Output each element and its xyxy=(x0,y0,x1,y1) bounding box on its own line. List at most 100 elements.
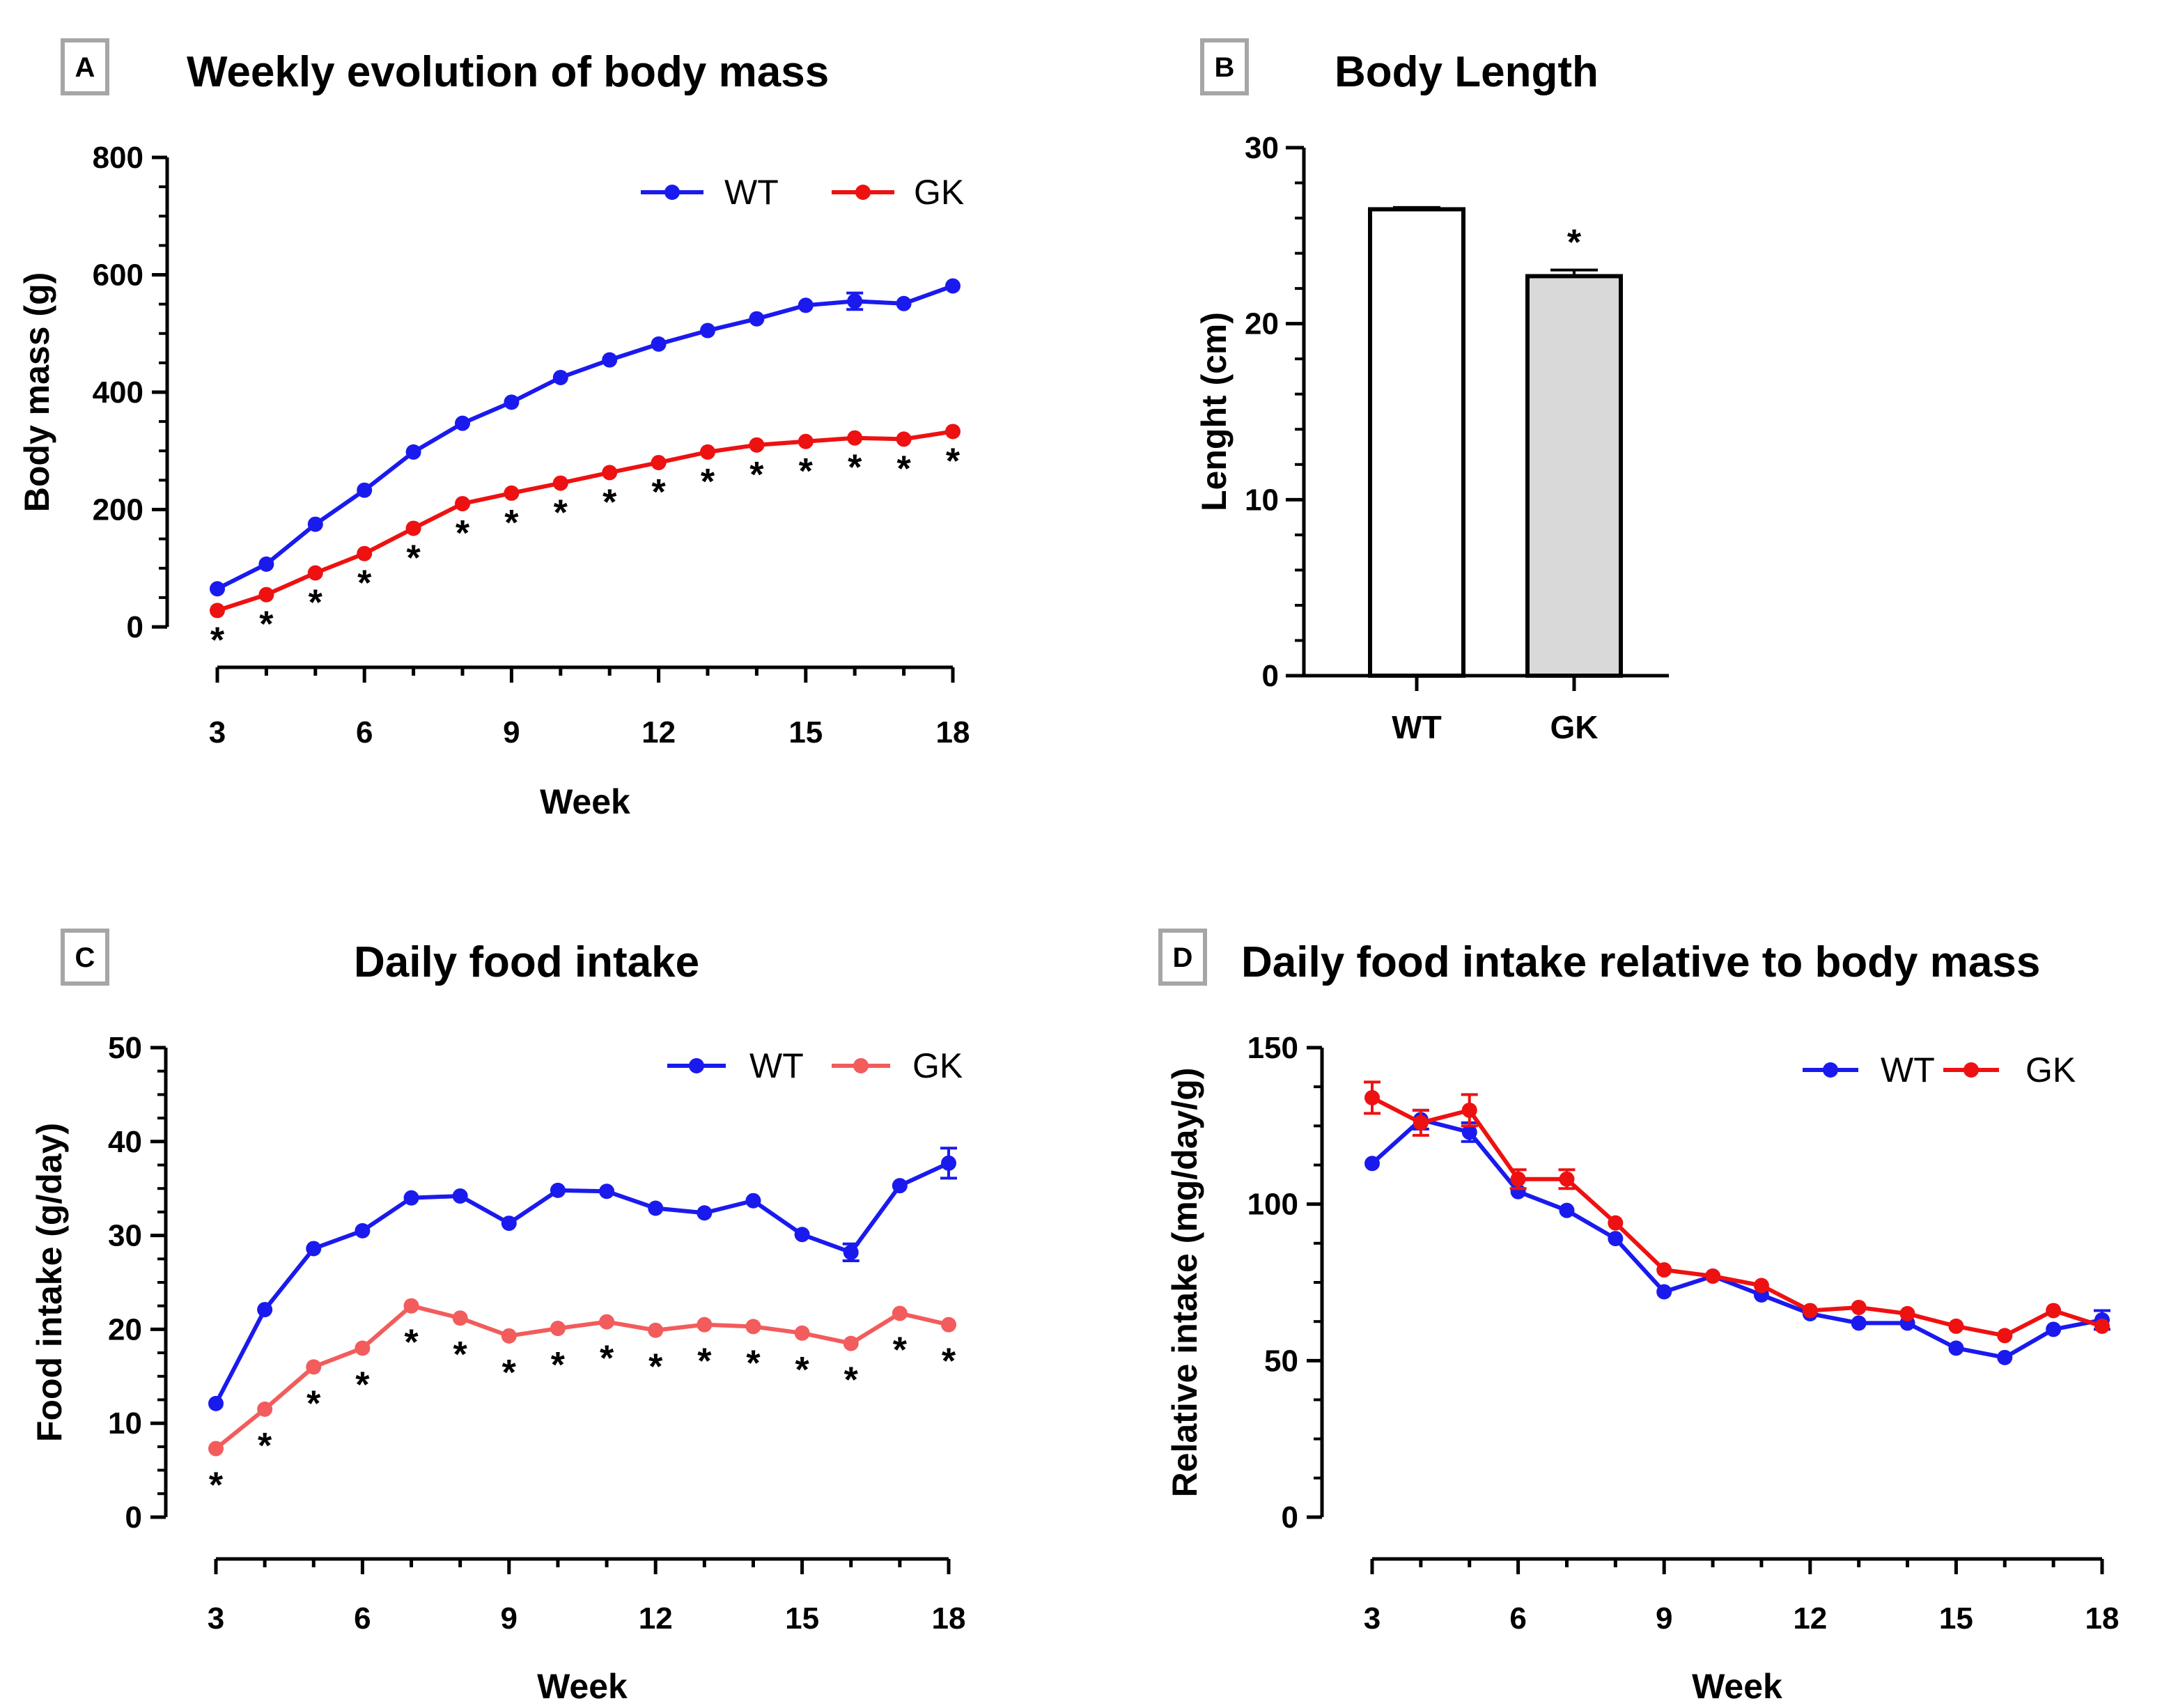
significance-star-C: * xyxy=(355,1365,370,1405)
data-point-gk-D xyxy=(1802,1303,1818,1319)
data-point-gk-A xyxy=(602,465,618,481)
data-point-wt-C xyxy=(599,1183,615,1200)
significance-star-A: * xyxy=(357,564,372,604)
x-axis-label-D: Week xyxy=(1692,1667,1782,1706)
significance-star-A: * xyxy=(406,538,421,578)
data-point-gk-C xyxy=(257,1401,273,1417)
data-point-wt-C xyxy=(794,1227,810,1243)
data-point-wt-A xyxy=(455,415,470,431)
data-point-gk-A xyxy=(651,455,667,471)
data-point-gk-D xyxy=(1997,1328,2013,1344)
x-tick-label-D: 6 xyxy=(1509,1601,1526,1636)
data-point-gk-D xyxy=(1461,1102,1477,1118)
x-tick-label-D: 3 xyxy=(1364,1601,1381,1636)
panel-label-box-D xyxy=(1158,929,1207,986)
y-axis-label-A: Body mass (g) xyxy=(17,272,56,513)
y-tick-label-B: 20 xyxy=(1245,307,1279,341)
significance-star-B: * xyxy=(1567,223,1582,263)
data-point-gk-C xyxy=(452,1310,468,1326)
data-point-gk-D xyxy=(1753,1278,1769,1294)
data-point-wt-D xyxy=(2046,1321,2062,1337)
significance-star-C: * xyxy=(942,1342,956,1382)
data-point-gk-C xyxy=(892,1305,908,1321)
significance-star-C: * xyxy=(502,1353,517,1393)
series-line-wt-A xyxy=(216,284,954,591)
legend-marker-gk-A xyxy=(855,185,871,200)
x-tick-label-C: 3 xyxy=(208,1601,224,1636)
x-tick-label-A: 6 xyxy=(356,715,373,750)
y-tick-label-C: 20 xyxy=(108,1312,142,1346)
data-point-gk-C xyxy=(306,1359,322,1375)
chart-panel-D: Daily food intake relative to body mass 0… xyxy=(1165,938,2119,1706)
significance-star-A: * xyxy=(456,513,470,554)
chart-title-A: Weekly evolution of body mass xyxy=(187,48,829,96)
bar-gk-B xyxy=(1525,274,1623,678)
data-point-gk-D xyxy=(2094,1318,2110,1334)
y-tick-label-D: 0 xyxy=(1282,1500,1298,1535)
data-point-gk-D xyxy=(1899,1305,1915,1321)
significance-star-A: * xyxy=(848,448,862,488)
significance-star-C: * xyxy=(551,1345,566,1385)
x-tick-label-A: 15 xyxy=(788,715,823,750)
data-point-wt-C xyxy=(892,1178,908,1194)
data-point-wt-D xyxy=(1608,1231,1624,1247)
legend-label-gk-A: GK xyxy=(914,173,964,212)
x-tick-label-D: 9 xyxy=(1656,1601,1672,1636)
data-point-wt-A xyxy=(405,444,421,460)
y-axis-label-B: Lenght (cm) xyxy=(1195,312,1234,511)
significance-star-A: * xyxy=(504,503,519,543)
significance-star-A: * xyxy=(210,620,225,660)
x-tick-label-A: 3 xyxy=(209,715,226,750)
legend-marker-gk-D xyxy=(1963,1062,1979,1078)
data-point-wt-A xyxy=(357,482,373,498)
y-tick-label-C: 0 xyxy=(125,1500,142,1535)
data-point-gk-D xyxy=(1656,1262,1672,1278)
data-point-wt-A xyxy=(210,581,225,597)
data-point-wt-D xyxy=(1559,1202,1575,1218)
series-line-gk-A xyxy=(217,429,954,613)
panel-label-A: A xyxy=(75,52,95,83)
data-point-wt-A xyxy=(700,323,715,339)
data-point-wt-A xyxy=(307,516,323,532)
x-tick-label-C: 6 xyxy=(354,1601,371,1636)
series-line-gk-D xyxy=(1371,1096,2103,1338)
significance-star-C: * xyxy=(209,1466,224,1506)
legend-label-wt-A: WT xyxy=(724,173,779,212)
data-point-gk-C xyxy=(941,1317,956,1333)
significance-star-A: * xyxy=(946,441,961,481)
data-point-wt-A xyxy=(258,556,274,572)
data-point-gk-A xyxy=(504,485,520,501)
significance-star-A: * xyxy=(602,482,617,522)
chart-title-B: Body Length xyxy=(1335,48,1599,96)
data-point-gk-C xyxy=(745,1319,761,1335)
data-point-wt-A xyxy=(847,293,863,309)
bar-wt-B xyxy=(1368,207,1465,678)
data-point-gk-C xyxy=(355,1340,371,1356)
data-point-wt-D xyxy=(1364,1156,1380,1172)
significance-star-C: * xyxy=(453,1335,468,1375)
data-point-wt-A xyxy=(504,394,520,410)
significance-star-A: * xyxy=(259,605,274,645)
data-point-wt-C xyxy=(306,1241,322,1257)
y-tick-label-A: 800 xyxy=(93,141,143,175)
significance-star-C: * xyxy=(893,1330,908,1370)
significance-star-C: * xyxy=(746,1343,761,1383)
data-point-gk-D xyxy=(2046,1303,2062,1319)
x-tick-label-C: 12 xyxy=(639,1601,673,1636)
data-point-gk-A xyxy=(210,603,225,619)
y-tick-label-A: 400 xyxy=(93,375,143,410)
x-tick-label-A: 9 xyxy=(503,715,520,750)
data-point-gk-C xyxy=(501,1328,517,1344)
data-point-gk-A xyxy=(700,444,715,460)
data-point-wt-D xyxy=(1997,1349,2013,1365)
data-point-gk-A xyxy=(357,545,373,561)
data-point-wt-C xyxy=(697,1205,713,1221)
data-point-gk-A xyxy=(847,430,863,446)
significance-star-A: * xyxy=(799,451,814,492)
significance-star-A: * xyxy=(896,449,911,489)
x-axis-label-A: Week xyxy=(540,782,630,821)
significance-star-A: * xyxy=(651,472,666,513)
series-line-gk-C xyxy=(215,1303,949,1450)
significance-star-A: * xyxy=(309,582,323,623)
